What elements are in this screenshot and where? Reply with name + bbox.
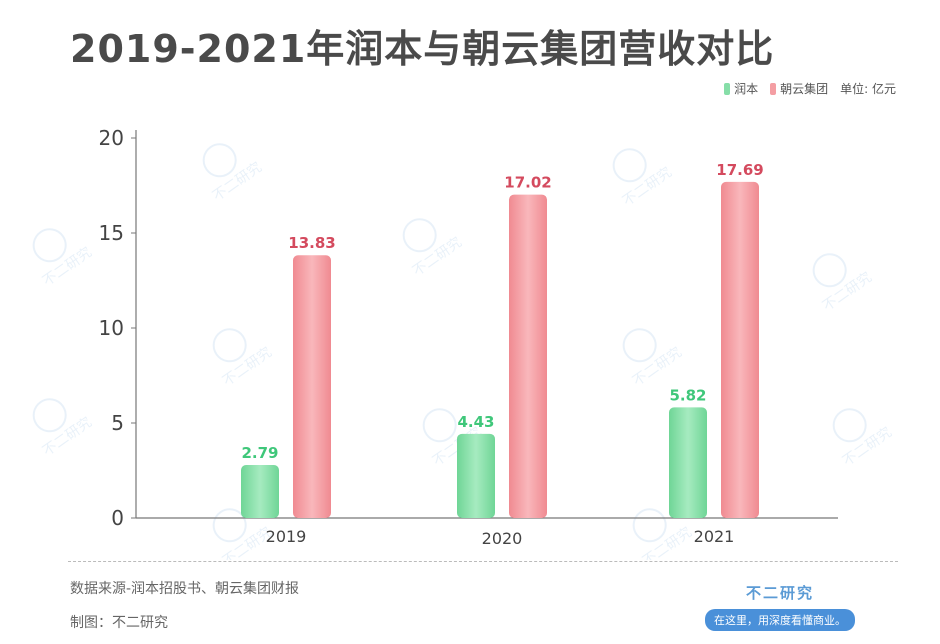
data-label-chaoyun-2019: 13.83: [288, 234, 335, 252]
watermark-logo: 不二研究: [212, 328, 275, 390]
watermark-logo: 不二研究: [812, 253, 875, 315]
x-tick-label: 2021: [694, 527, 735, 546]
legend: 润本 朝云集团 单位: 亿元: [724, 80, 896, 97]
x-tick-label: 2020: [482, 529, 523, 548]
brand-tagline: 在这里，用深度看懂商业。: [705, 609, 855, 631]
watermark-circle-icon: [632, 508, 667, 543]
watermark-circle-icon: [32, 228, 67, 263]
brand-name: 不二研究: [745, 584, 814, 602]
data-source: 数据来源-润本招股书、朝云集团财报: [70, 581, 300, 597]
legend-label-runben: 润本: [734, 82, 759, 96]
data-label-runben-2020: 4.43: [457, 413, 494, 431]
watermark-logo: 不二研究: [32, 398, 95, 460]
watermark-text: 不二研究: [640, 524, 695, 560]
watermark-logo: 不二研究: [612, 148, 675, 210]
footer-divider: [68, 561, 898, 562]
watermark-text: 不二研究: [840, 424, 895, 469]
watermark-logo: 不二研究: [32, 228, 95, 290]
watermark-circle-icon: [832, 408, 867, 443]
x-tick-label: 2019: [266, 527, 307, 546]
data-label-chaoyun-2020: 17.02: [504, 174, 551, 192]
y-tick-label: 10: [99, 316, 124, 340]
watermark-circle-icon: [402, 218, 437, 253]
watermark-text: 不二研究: [40, 244, 95, 289]
y-tick-label: 15: [99, 221, 124, 245]
watermark-circle-icon: [202, 143, 237, 178]
watermark-circle-icon: [612, 148, 647, 183]
data-label-runben-2021: 5.82: [669, 386, 706, 404]
legend-item-runben: 润本: [724, 80, 758, 97]
bar-runben-2019: [241, 464, 279, 518]
bar-chaoyun-2019: [293, 255, 331, 519]
legend-swatch-red: [770, 82, 777, 95]
data-label-chaoyun-2021: 17.69: [716, 161, 763, 179]
watermark-logo: 不二研究: [622, 328, 685, 390]
brand-block: 不二研究 在这里，用深度看懂商业。: [705, 582, 855, 631]
watermark-logo: 不二研究: [402, 218, 465, 280]
watermark-text: 不二研究: [410, 234, 465, 279]
watermark-text: 不二研究: [820, 269, 875, 314]
watermark-text: 不二研究: [40, 414, 95, 459]
watermark-circle-icon: [32, 398, 67, 433]
watermark-circle-icon: [212, 328, 247, 363]
watermark-logo: 不二研究: [202, 143, 265, 205]
watermark-circle-icon: [422, 408, 457, 443]
legend-swatch-green: [724, 82, 731, 95]
bar-runben-2020: [457, 433, 495, 518]
watermark-circle-icon: [622, 328, 657, 363]
watermark-text: 不二研究: [630, 344, 685, 389]
watermark-text: 不二研究: [220, 344, 275, 389]
legend-item-chaoyun: 朝云集团: [770, 80, 828, 97]
legend-label-chaoyun: 朝云集团: [780, 82, 829, 96]
bar-chaoyun-2021: [721, 181, 759, 518]
y-tick-label: 0: [111, 506, 124, 530]
bar-runben-2021: [669, 407, 707, 518]
watermark-text: 不二研究: [620, 164, 675, 209]
data-label-runben-2019: 2.79: [241, 444, 278, 462]
chart-title: 2019-2021年润本与朝云集团营收对比: [70, 27, 775, 71]
watermark-text: 不二研究: [210, 159, 265, 204]
y-tick-label: 20: [99, 126, 124, 150]
chart-maker: 制图：不二研究: [70, 615, 168, 631]
watermark-logo: 不二研究: [832, 408, 895, 470]
y-tick-label: 5: [111, 411, 124, 435]
watermark-circle-icon: [812, 253, 847, 288]
bar-chaoyun-2020: [509, 194, 547, 518]
unit-label: 单位: 亿元: [840, 82, 896, 96]
